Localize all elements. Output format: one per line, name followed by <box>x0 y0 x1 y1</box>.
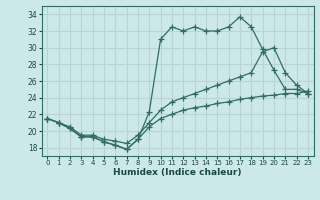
X-axis label: Humidex (Indice chaleur): Humidex (Indice chaleur) <box>113 168 242 177</box>
